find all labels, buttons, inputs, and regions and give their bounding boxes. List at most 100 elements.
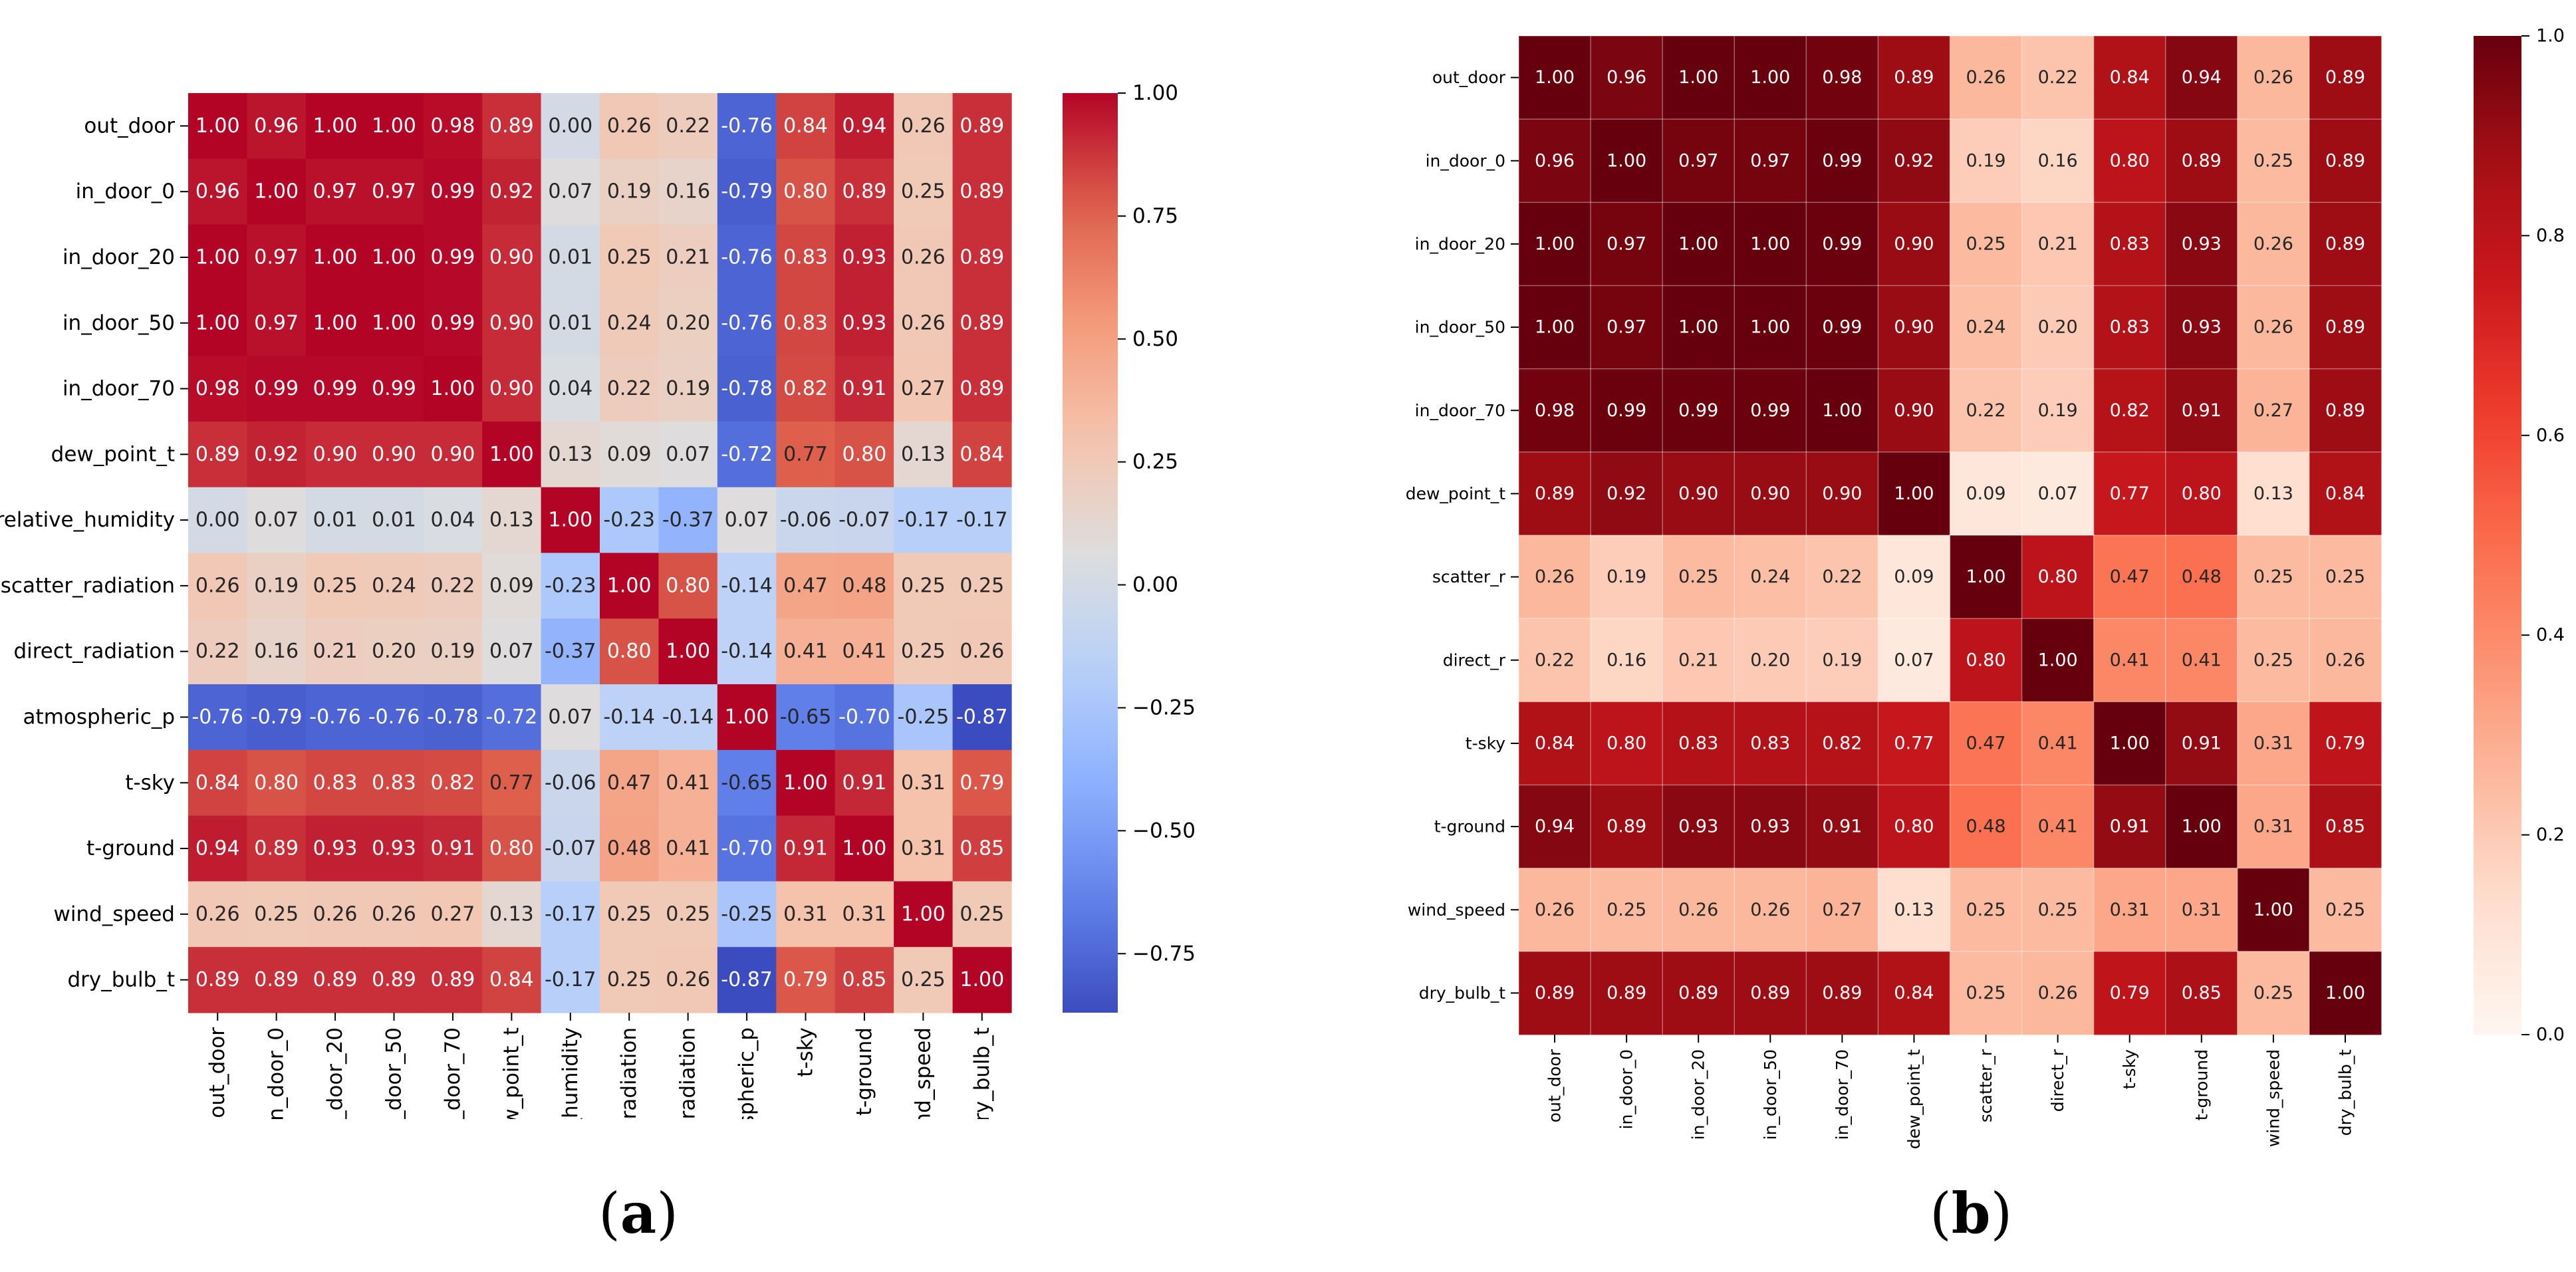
heatmap-annotation-r3-c7: 0.20 — [2038, 317, 2078, 338]
heatmap-annotation-r6-c13: -0.17 — [956, 509, 1008, 532]
heatmap-annotation-r6-c7: 0.80 — [2038, 567, 2078, 587]
heatmap-annotation-r11-c10: 0.25 — [2254, 983, 2293, 1003]
row-label-4: in_door_70 — [63, 377, 175, 401]
heatmap-cell-r2-c5 — [482, 224, 542, 291]
heatmap-annotation-r6-c0: 0.00 — [195, 509, 240, 532]
heatmap-cell-r12-c10 — [776, 881, 836, 948]
heatmap-annotation-r9-c0: -0.76 — [192, 705, 243, 729]
heatmap-annotation-r9-c5: -0.72 — [486, 705, 538, 729]
heatmap-annotation-r10-c8: 0.31 — [2110, 900, 2150, 920]
heatmap-annotation-r13-c1: 0.89 — [254, 968, 299, 991]
heatmap-annotation-r8-c2: 0.83 — [1678, 733, 1718, 753]
heatmap-annotation-r2-c4: 0.99 — [431, 245, 475, 269]
heatmap-cell-r5-c0 — [188, 421, 248, 488]
heatmap-cell-r11-c2 — [305, 815, 365, 882]
heatmap-cell-r10-c7 — [2021, 867, 2095, 953]
heatmap-annotation-r0-c8: 0.84 — [2110, 67, 2150, 88]
heatmap-annotation-r0-c2: 1.00 — [1678, 67, 1718, 88]
heatmap-annotation-r4-c4: 1.00 — [1822, 400, 1862, 421]
heatmap-cell-r7-c4 — [423, 553, 483, 619]
heatmap-annotation-r11-c11: 1.00 — [842, 837, 887, 860]
heatmap-annotation-r3-c6: 0.01 — [548, 311, 592, 334]
heatmap-cell-r11-c9 — [717, 815, 777, 882]
heatmap-annotation-r1-c13: 0.89 — [960, 180, 1004, 203]
heatmap-cell-r6-c4 — [423, 487, 483, 554]
heatmap-annotation-r11-c7: 0.48 — [607, 837, 652, 860]
heatmap-annotation-r4-c0: 0.98 — [1535, 400, 1575, 421]
heatmap-cell-r8-c6 — [1949, 701, 2023, 786]
heatmap-annotation-r6-c11: 0.25 — [2325, 567, 2365, 587]
heatmap-annotation-r4-c9: 0.91 — [2182, 400, 2222, 421]
heatmap-annotation-r10-c4: 0.82 — [431, 771, 475, 795]
heatmap-cell-r12-c4 — [423, 881, 483, 948]
heatmap-cell-r0-c2 — [305, 93, 365, 160]
heatmap-cell-r3-c0 — [1518, 285, 1592, 370]
heatmap-annotation-r11-c0: 0.89 — [1535, 983, 1575, 1003]
heatmap-annotation-r1-c0: 0.96 — [195, 180, 240, 203]
heatmap-cell-r2-c11 — [835, 224, 894, 291]
heatmap-annotation-r1-c10: 0.80 — [783, 180, 828, 203]
heatmap-annotation-r10-c13: 0.79 — [960, 771, 1004, 795]
colorbar-tick-label-6: −0.50 — [1132, 819, 1196, 842]
heatmap-annotation-r0-c13: 0.89 — [960, 114, 1004, 138]
heatmap-annotation-r1-c8: 0.16 — [666, 180, 710, 203]
col-label-8: ct_radiation — [676, 1027, 700, 1149]
heatmap-annotation-r8-c0: 0.22 — [195, 640, 240, 663]
heatmap-annotation-r8-c3: 0.20 — [372, 640, 416, 663]
heatmap-cell-r7-c7 — [2021, 618, 2095, 703]
heatmap-cell-r7-c11 — [2309, 618, 2383, 703]
heatmap-annotation-r11-c5: 0.84 — [1894, 983, 1934, 1003]
heatmap-annotation-r13-c12: 0.25 — [901, 968, 946, 991]
heatmap-annotation-r8-c3: 0.83 — [1750, 733, 1790, 753]
heatmap-annotation-r2-c10: 0.83 — [783, 245, 828, 269]
heatmap-cell-r5-c2 — [1662, 451, 1736, 537]
panel-label-a: (a) — [598, 1180, 678, 1246]
heatmap-annotation-r2-c0: 1.00 — [1535, 233, 1575, 254]
heatmap-cell-r6-c10 — [776, 487, 836, 554]
heatmap-annotation-r0-c8: 0.22 — [666, 114, 710, 138]
heatmap-annotation-r2-c1: 0.97 — [1607, 233, 1646, 254]
heatmap-cell-r2-c2 — [305, 224, 365, 291]
heatmap-annotation-r10-c5: 0.77 — [489, 771, 534, 795]
heatmap-cell-r10-c11 — [835, 749, 894, 817]
heatmap-cell-r5-c11 — [835, 421, 894, 488]
heatmap-cell-r9-c9 — [717, 684, 777, 751]
row-label-12: wind_speed — [54, 902, 175, 926]
heatmap-cell-r7-c1 — [1590, 618, 1664, 703]
heatmap-annotation-r2-c10: 0.26 — [2254, 233, 2293, 254]
heatmap-cell-r11-c7 — [600, 815, 660, 882]
heatmap-annotation-r11-c13: 0.85 — [960, 837, 1004, 860]
heatmap-annotation-r4-c8: 0.19 — [666, 377, 710, 400]
heatmap-annotation-r2-c5: 0.90 — [1894, 233, 1934, 254]
heatmap-cell-r4-c7 — [600, 356, 660, 422]
heatmap-annotation-r0-c11: 0.89 — [2325, 67, 2365, 88]
heatmap-annotation-r7-c0: 0.22 — [1535, 650, 1575, 670]
heatmap-cell-r7-c11 — [835, 553, 894, 619]
heatmap-annotation-r5-c12: 0.13 — [901, 443, 946, 466]
heatmap-cell-r1-c10 — [776, 158, 836, 225]
heatmap-cell-r7-c3 — [1734, 618, 1807, 703]
heatmap-annotation-r9-c7: 0.41 — [2038, 817, 2078, 837]
col-label-11: dry_bulb_t — [2335, 1049, 2355, 1136]
row-label-6: relative_humidity — [0, 508, 175, 532]
heatmap-cell-r9-c8 — [2093, 784, 2167, 870]
heatmap-cell-r10-c10 — [2237, 867, 2311, 953]
heatmap-cell-r10-c9 — [717, 749, 777, 817]
heatmap-annotation-r12-c12: 1.00 — [901, 902, 946, 926]
col-label-5: dew_point_t — [499, 1027, 523, 1151]
heatmap-annotation-r1-c3: 0.97 — [372, 180, 416, 203]
heatmap-annotation-r2-c7: 0.25 — [607, 245, 652, 269]
heatmap-annotation-r11-c10: 0.91 — [783, 837, 828, 860]
heatmap-annotation-r4-c10: 0.82 — [783, 377, 828, 400]
heatmap-annotation-r4-c8: 0.82 — [2110, 400, 2150, 421]
heatmap-annotation-r11-c6: -0.07 — [545, 837, 596, 860]
heatmap-annotation-r9-c2: 0.93 — [1678, 817, 1718, 837]
heatmap-annotation-r12-c0: 0.26 — [195, 902, 240, 926]
heatmap-cell-r8-c0 — [188, 618, 248, 685]
heatmap-cell-r4-c1 — [247, 356, 307, 422]
heatmap-annotation-r0-c11: 0.94 — [842, 114, 887, 138]
heatmap-annotation-r10-c11: 0.25 — [2325, 900, 2365, 920]
colorbar-tick-label-7: −0.75 — [1132, 942, 1196, 965]
heatmap-cell-r10-c13 — [952, 749, 1012, 817]
heatmap-cell-r6-c5 — [1877, 535, 1951, 620]
